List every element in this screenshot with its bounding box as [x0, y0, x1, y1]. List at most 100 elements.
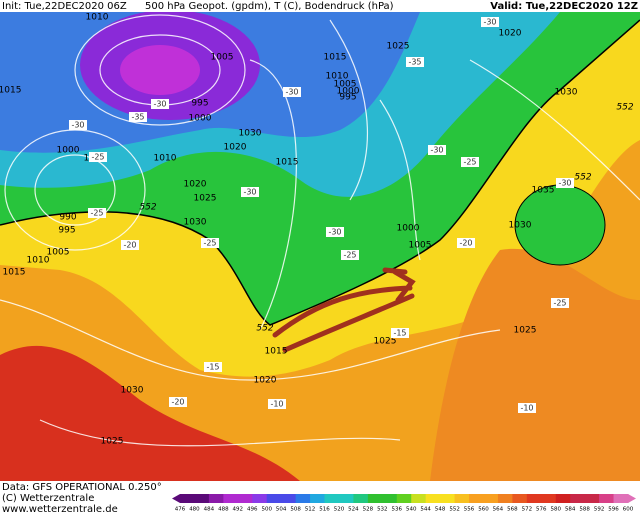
isobar-label: 1010: [27, 256, 50, 266]
temperature-label-box: [518, 403, 536, 413]
legend-label: 528: [363, 507, 374, 513]
isobar-label: 1020: [224, 143, 247, 153]
temperature-label-box: [481, 17, 499, 27]
init-time: Init: Tue,22DEC2020 06Z: [2, 1, 127, 12]
legend-label: 532: [377, 507, 388, 513]
temperature-label-box: [201, 238, 219, 248]
isobar-label: 1020: [184, 180, 207, 190]
temperature-label: -30: [71, 121, 84, 130]
isobar-label: 1010: [86, 13, 109, 23]
legend-label: 512: [305, 507, 316, 513]
legend-swatch: [281, 494, 297, 503]
legend-arrow-right: [628, 494, 636, 503]
isobar-label: 1000: [57, 146, 80, 156]
isobar-label: 1030: [184, 218, 207, 228]
temperature-label: -10: [270, 400, 283, 409]
temperature-label: -25: [91, 153, 104, 162]
legend-swatch: [425, 494, 441, 503]
isobar-label: 1030: [121, 386, 144, 396]
legend-swatch: [483, 494, 499, 503]
temperature-label: -30: [243, 188, 256, 197]
legend-swatch: [469, 494, 484, 503]
legend-label: 548: [435, 507, 446, 513]
isobar-label: 1025: [194, 194, 217, 204]
isobar-label: 1000: [397, 224, 420, 234]
legend-swatch: [382, 494, 398, 503]
isobar-lines: [0, 14, 640, 447]
legend-label: 584: [565, 507, 576, 513]
isobar-label: 1030: [555, 88, 578, 98]
legend-label: 544: [420, 507, 431, 513]
temperature-label-box: [241, 187, 259, 197]
isobar-label: 1015: [3, 268, 26, 278]
data-source: Data: GFS OPERATIONAL 0.250°: [2, 482, 162, 493]
isobar-label: 1015: [265, 347, 288, 357]
temperature-label: -30: [430, 146, 443, 155]
legend-swatch: [584, 494, 600, 503]
legend-label: 572: [522, 507, 533, 513]
temperature-label-box: [341, 250, 359, 260]
temperature-label: -25: [343, 251, 356, 260]
temperature-label-box: [551, 298, 569, 308]
isobar-label: 995: [339, 93, 356, 103]
legend-swatch: [353, 494, 369, 503]
temperature-label-box: [169, 397, 187, 407]
legend-swatch: [599, 494, 615, 503]
valid-time: Valid: Tue,22DEC2020 12Z: [490, 1, 638, 12]
isobar-label: 1000: [189, 114, 212, 124]
isobar-label: 1005: [334, 80, 357, 90]
isobar-label: 1035: [532, 186, 555, 196]
annotation-arrows: [272, 267, 416, 353]
isobar-label: 1030: [239, 129, 262, 139]
isobar-label: 1015: [0, 86, 21, 96]
legend-swatch: [396, 494, 412, 503]
isobar-label: 990: [59, 213, 76, 223]
legend-label: 500: [261, 507, 272, 513]
temperature-label: -20: [123, 241, 136, 250]
legend-swatch: [295, 494, 311, 503]
legend-swatch: [497, 494, 513, 503]
red-region: [0, 345, 300, 481]
legend-label: 564: [493, 507, 504, 513]
isobar-label: 1020: [499, 29, 522, 39]
temperature-label-box: [89, 152, 107, 162]
legend-label: 484: [204, 507, 215, 513]
isobar-label: 1015: [276, 158, 299, 168]
website: www.wetterzentrale.de: [2, 504, 118, 514]
legend-swatch: [324, 494, 340, 503]
temperature-label: -30: [483, 18, 496, 27]
legend-swatch: [194, 494, 210, 503]
legend-label: 556: [464, 507, 475, 513]
isobar-label: 995: [58, 226, 75, 236]
temperature-label: -30: [328, 228, 341, 237]
temperature-label-box: [121, 240, 139, 250]
temperature-label: -30: [285, 88, 298, 97]
temperature-label: -20: [459, 239, 472, 248]
isobar-label: 1025: [101, 437, 124, 447]
legend-label: 588: [579, 507, 590, 513]
temperature-label-box: [283, 87, 301, 97]
temperature-label: -25: [90, 209, 103, 218]
legend-label: 580: [550, 507, 561, 513]
temperature-label-box: [204, 362, 222, 372]
copyright: (C) Wetterzentrale: [2, 493, 94, 504]
map: [0, 12, 640, 481]
temperature-label-box: [461, 157, 479, 167]
legend-label: 480: [189, 507, 200, 513]
legend-swatch: [512, 494, 528, 503]
temperature-label: -30: [153, 100, 166, 109]
isobar-label: 1005: [211, 53, 234, 63]
temperature-label-box: [556, 178, 574, 188]
height-label: 552: [256, 324, 273, 334]
temperature-label: -10: [520, 404, 533, 413]
temperature-label-box: [391, 328, 409, 338]
temperature-label-box: [88, 208, 106, 218]
legend-label: 568: [507, 507, 518, 513]
legend-label: 516: [319, 507, 330, 513]
legend-label: 520: [334, 507, 345, 513]
legend-swatch: [570, 494, 586, 503]
legend-arrow-left: [172, 494, 180, 503]
legend-label: 524: [348, 507, 359, 513]
legend-swatch: [223, 494, 239, 503]
